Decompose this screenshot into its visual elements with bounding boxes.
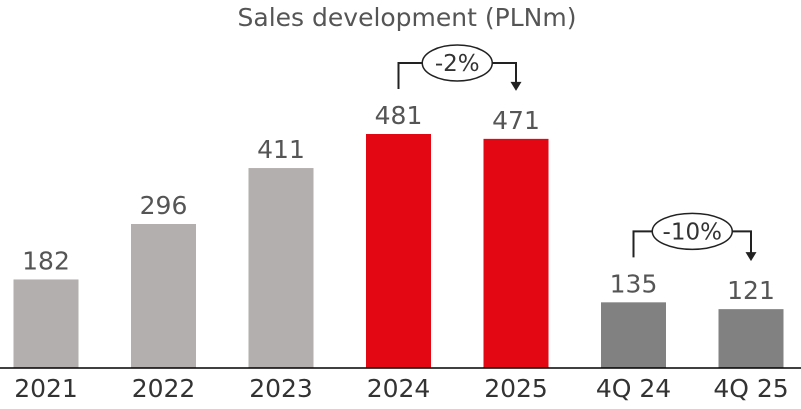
tick-label-2023: 2023	[249, 374, 313, 403]
annotation-1-label: -2%	[435, 51, 480, 77]
bar-2024	[366, 134, 431, 368]
value-label-2024: 481	[375, 101, 423, 130]
annotation-1-arrowhead	[510, 81, 522, 91]
chart-title: Sales development (PLNm)	[238, 3, 577, 32]
annotation-2-arrowhead	[745, 252, 757, 262]
bars-layer	[13, 134, 784, 368]
annotation-2: -10%	[632, 212, 757, 262]
value-label-4q-25: 121	[727, 276, 775, 305]
tick-label-4q-24: 4Q 24	[596, 374, 671, 403]
change-annotations-layer: -2% -10%	[397, 44, 757, 262]
value-label-2021: 182	[22, 246, 70, 275]
annotation-1: -2%	[397, 44, 522, 91]
value-label-2023: 411	[257, 135, 305, 164]
bar-2021	[13, 279, 79, 368]
bar-2023	[248, 168, 314, 368]
bar-4q-25	[718, 309, 784, 368]
bar-4q-24	[601, 302, 666, 368]
bar-2022	[131, 224, 196, 368]
tick-label-2022: 2022	[132, 374, 196, 403]
value-label-2025: 471	[492, 106, 540, 135]
tick-label-2024: 2024	[367, 374, 431, 403]
value-label-2022: 296	[140, 191, 188, 220]
annotation-1-pill	[421, 44, 493, 82]
value-labels-layer: 182 296 411 481 471 135 121	[22, 101, 775, 305]
annotation-2-pill	[651, 212, 733, 251]
tick-label-2021: 2021	[14, 374, 78, 403]
annotation-2-label: -10%	[663, 219, 722, 245]
value-label-4q-24: 135	[610, 269, 658, 298]
tick-label-2025: 2025	[484, 374, 548, 403]
tick-label-4q-25: 4Q 25	[713, 374, 788, 403]
bar-2025	[483, 138, 549, 368]
category-tick-labels-layer: 2021 2022 2023 2024 2025 4Q 24 4Q 25	[14, 374, 788, 403]
